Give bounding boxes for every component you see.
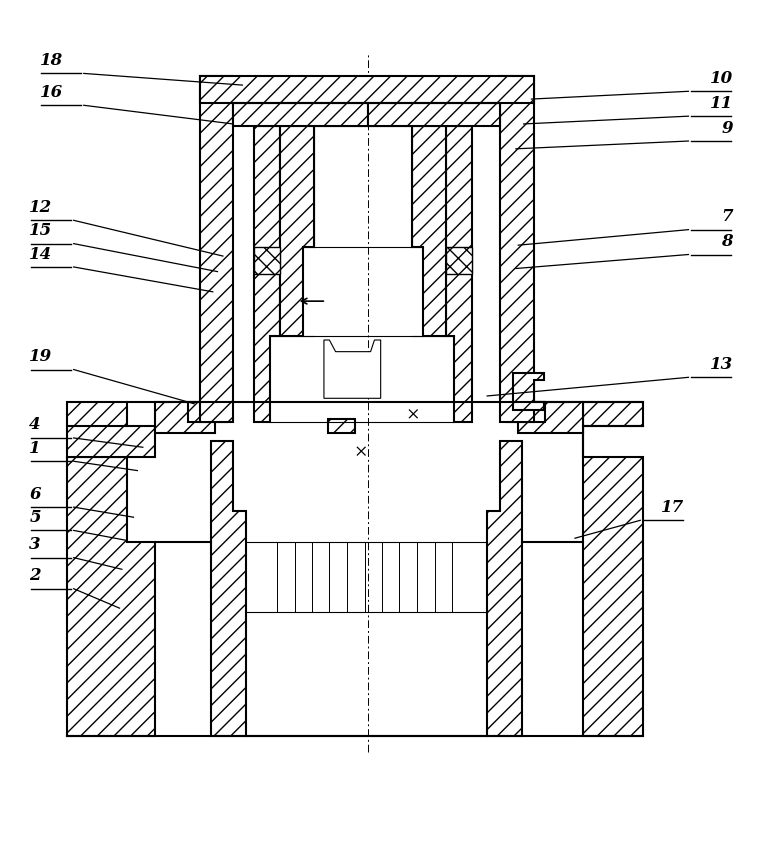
Polygon shape [254,127,280,422]
Polygon shape [500,77,534,422]
Text: 16: 16 [40,83,62,101]
Text: 2: 2 [30,567,41,584]
Polygon shape [368,104,500,127]
Polygon shape [446,247,472,274]
Text: 19: 19 [30,348,52,365]
Polygon shape [254,247,280,274]
Text: 5: 5 [30,509,41,526]
Text: 13: 13 [710,355,732,372]
Polygon shape [446,127,472,422]
Text: 4: 4 [30,416,41,433]
Text: 14: 14 [30,245,52,262]
Text: 9: 9 [722,119,732,136]
Text: 11: 11 [710,95,732,112]
Polygon shape [155,403,215,434]
Polygon shape [518,403,583,434]
Text: 10: 10 [710,70,732,87]
Polygon shape [512,373,544,411]
Polygon shape [67,403,155,457]
Text: 3: 3 [30,536,41,553]
Text: 17: 17 [661,498,685,515]
Polygon shape [200,77,233,422]
Polygon shape [328,420,355,434]
Polygon shape [67,457,155,736]
Text: 15: 15 [30,222,52,239]
Text: 1: 1 [30,440,41,457]
Polygon shape [412,127,446,337]
Text: 12: 12 [30,199,52,216]
Text: 8: 8 [722,233,732,250]
Text: 7: 7 [722,208,732,225]
Polygon shape [200,77,534,104]
Polygon shape [211,441,246,736]
Text: 18: 18 [40,52,62,69]
Polygon shape [583,403,643,457]
Text: 6: 6 [30,485,41,502]
Polygon shape [324,341,381,399]
Polygon shape [233,104,368,127]
Polygon shape [583,457,643,736]
Polygon shape [506,403,545,422]
Polygon shape [488,441,522,736]
Polygon shape [188,403,227,422]
Polygon shape [280,127,314,337]
